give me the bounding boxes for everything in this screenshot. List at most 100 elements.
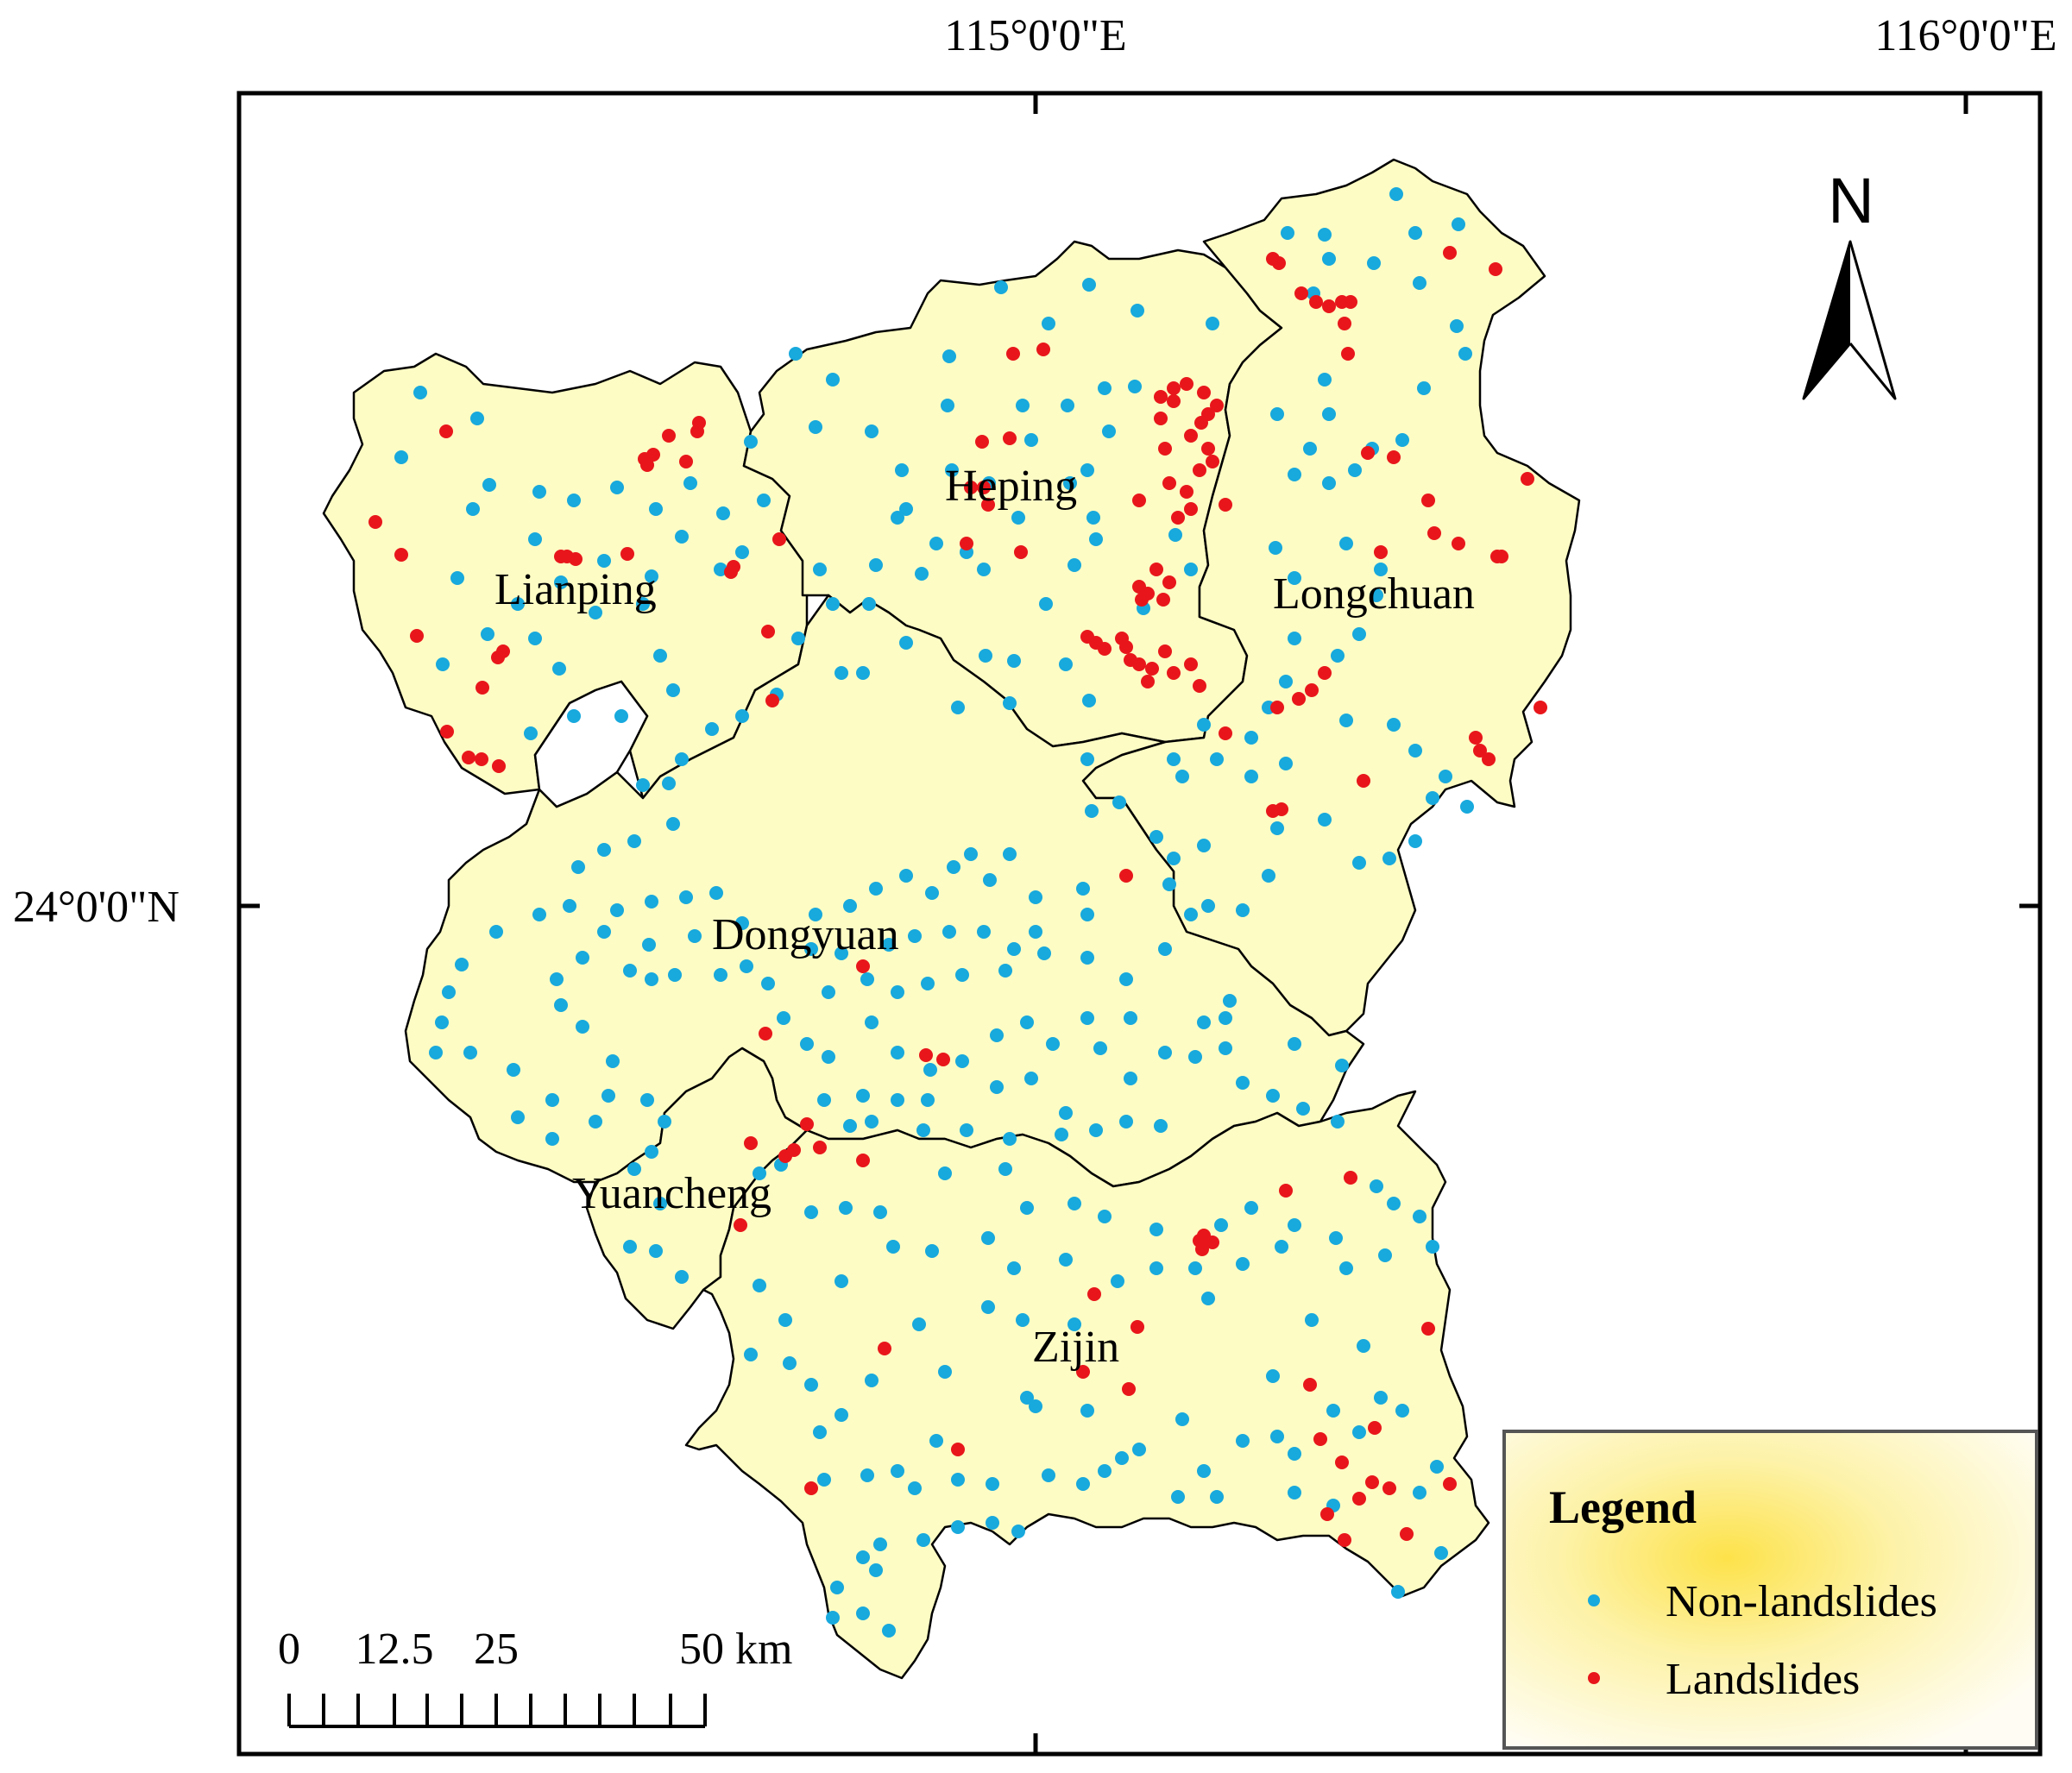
non-landslide-point <box>990 1028 1004 1042</box>
non-landslide-point <box>413 386 427 399</box>
non-landslide-point <box>955 968 969 982</box>
non-landslide-point <box>1067 1317 1081 1331</box>
non-landslide-point <box>813 563 827 576</box>
landslide-point <box>1036 343 1050 356</box>
non-landslide-point <box>951 701 965 714</box>
region-zijin <box>684 1090 1490 1680</box>
non-landslide-point <box>753 1166 766 1180</box>
non-landslide-point <box>1158 1046 1172 1059</box>
landslide-point <box>1167 381 1181 395</box>
non-landslide-point <box>860 1468 874 1482</box>
lat-label-24: 24°0'0"N <box>13 883 179 932</box>
non-landslide-point <box>1348 463 1362 477</box>
non-landslide-point <box>1458 347 1472 361</box>
non-landslide-point <box>666 683 680 697</box>
non-landslide-point <box>908 929 922 943</box>
landslide-point <box>1184 502 1198 516</box>
non-landslide-point <box>1042 1468 1055 1482</box>
non-landslide-point <box>442 985 456 999</box>
landslide-point <box>734 1218 747 1232</box>
non-landslide-point <box>921 1093 935 1107</box>
non-landslide-point <box>899 636 913 650</box>
non-landslide-point <box>1357 1339 1370 1353</box>
non-landslide-point <box>862 597 876 611</box>
landslide-point <box>981 498 995 512</box>
landslide-point <box>936 1053 950 1066</box>
non-landslide-point <box>955 1054 969 1068</box>
non-landslide-point <box>1112 795 1126 809</box>
landslide-point <box>1534 701 1547 714</box>
non-landslide-point <box>1111 1274 1124 1288</box>
non-landslide-point <box>576 1020 589 1034</box>
non-landslide-point <box>507 1063 520 1077</box>
landslide-point <box>804 1481 818 1495</box>
non-landslide-point <box>869 882 883 896</box>
non-landslide-point <box>1080 951 1094 965</box>
non-landslide-point <box>552 662 566 676</box>
non-landslide-point <box>834 1274 848 1288</box>
region-label-heping: Heping <box>945 462 1077 511</box>
non-landslide-point <box>1270 407 1284 421</box>
landslide-point <box>1305 683 1319 697</box>
non-landslide-point <box>714 563 727 576</box>
non-landslide-point <box>1318 813 1332 827</box>
non-landslide-point <box>683 476 697 490</box>
landslide-point <box>1495 550 1508 563</box>
legend-marker-landslides <box>1588 1672 1600 1684</box>
non-landslide-point <box>856 1606 870 1620</box>
non-landslide-point <box>716 506 730 520</box>
non-landslide-point <box>1288 1037 1301 1051</box>
non-landslide-point <box>1370 588 1383 602</box>
non-landslide-point <box>1391 1585 1405 1599</box>
landslide-point <box>1357 774 1370 788</box>
non-landslide-point <box>642 938 656 952</box>
non-landslide-point <box>1168 528 1182 542</box>
non-landslide-point <box>942 349 956 363</box>
non-landslide-point <box>891 985 904 999</box>
non-landslide-point <box>645 895 658 909</box>
non-landslide-point <box>1184 563 1198 576</box>
non-landslide-point <box>895 463 909 477</box>
non-landslide-point <box>804 942 818 956</box>
non-landslide-point <box>658 1115 671 1129</box>
landslide-point <box>744 1136 758 1150</box>
non-landslide-point <box>1279 757 1293 770</box>
non-landslide-point <box>1102 424 1116 438</box>
region-label-lianping: Lianping <box>494 565 657 614</box>
landslide-points <box>368 246 1547 1547</box>
non-landslide-point <box>865 1115 879 1129</box>
non-landslide-point <box>990 1080 1004 1094</box>
non-landslide-point <box>998 964 1012 978</box>
non-landslide-point <box>1450 319 1464 333</box>
non-landslide-point <box>589 606 602 619</box>
non-landslide-point <box>826 373 840 387</box>
non-landslide-point <box>1288 468 1301 481</box>
non-landslide-point <box>1158 942 1172 956</box>
landslide-point <box>1400 1527 1414 1541</box>
non-landslide-point <box>1326 1404 1340 1418</box>
non-landslide-point <box>1167 752 1181 766</box>
landslide-point <box>1193 463 1206 477</box>
non-landslide-point <box>524 726 538 740</box>
non-landslide-point <box>1016 1313 1030 1327</box>
non-landslide-point <box>1339 1261 1353 1275</box>
landslide-point <box>1115 632 1129 645</box>
non-landslide-point <box>489 925 503 939</box>
non-landslide-point <box>912 1317 926 1331</box>
non-landslide-point <box>1086 511 1100 525</box>
non-landslide-point <box>834 1408 848 1422</box>
non-landslide-point <box>1288 1447 1301 1461</box>
landslide-point <box>662 429 676 443</box>
legend-label-landslides: Landslides <box>1666 1655 1860 1704</box>
landslide-point <box>1219 498 1232 512</box>
non-landslide-point <box>636 597 650 611</box>
non-landslide-point <box>1029 890 1042 904</box>
non-landslide-point <box>450 571 464 585</box>
landslide-point <box>1197 1229 1211 1242</box>
non-landslide-point <box>1210 752 1224 766</box>
non-landslide-point <box>923 1063 937 1077</box>
north-arrow-icon <box>1802 240 1852 400</box>
scale-label-25: 25 <box>474 1625 519 1674</box>
non-landslide-point <box>886 1240 900 1254</box>
non-landslide-point <box>1322 476 1336 490</box>
